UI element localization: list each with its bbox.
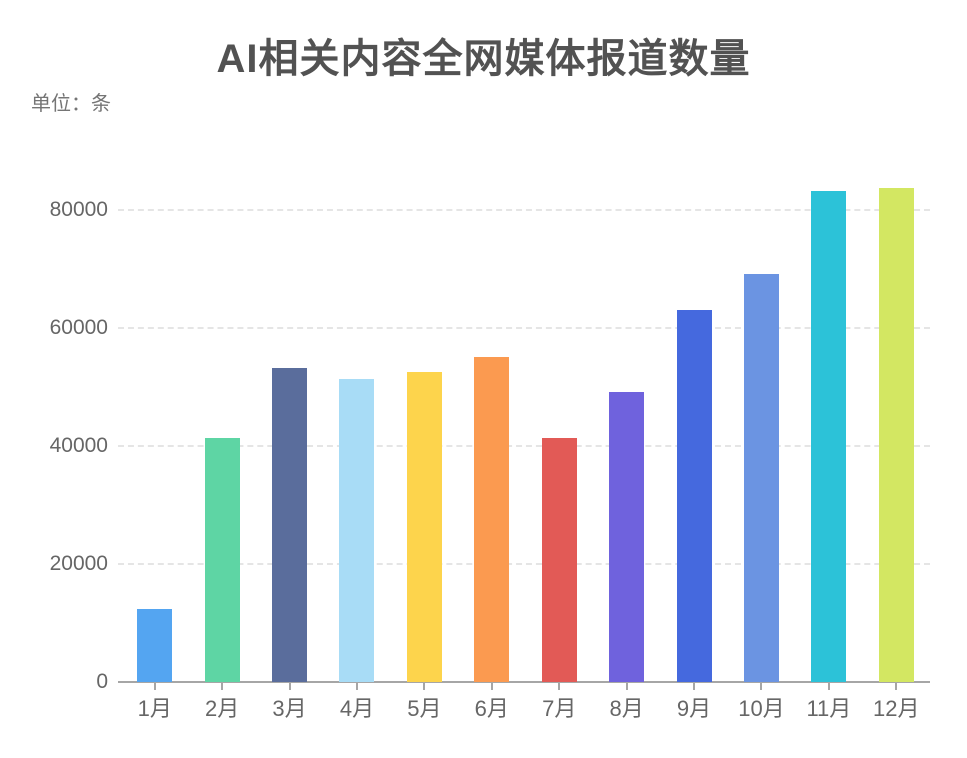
bar-month-10 [743,274,779,682]
x-axis-label-month-11: 11月 [806,696,852,721]
bar-month-9 [676,310,712,682]
chart-title: AI相关内容全网媒体报道数量 [216,37,751,81]
x-axis-tick [760,683,763,690]
x-axis-label-month-10: 10月 [738,696,785,721]
bar-month-5 [406,372,442,682]
x-axis-tick [221,683,224,690]
bar-month-12 [878,188,914,682]
y-axis-tick-label: 60000 [49,316,108,339]
x-axis-label-month-3: 3月 [272,696,307,721]
x-axis-tick [625,683,628,690]
x-axis-label-month-2: 2月 [205,696,240,721]
y-axis-tick-label: 20000 [49,552,108,575]
x-axis-tick [153,683,156,690]
x-axis-label-month-9: 9月 [676,696,712,721]
x-axis-tick [288,683,291,690]
gridline-40000 [118,445,930,447]
bar-month-7 [541,438,577,682]
unit-label: 单位：条 [31,93,111,115]
bar-month-11 [811,191,847,682]
y-axis-tick-label: 0 [96,670,108,693]
gridline-80000 [118,209,930,211]
x-axis-label-month-5: 5月 [407,696,442,721]
gridline-60000 [118,327,930,329]
y-axis-tick-label: 80000 [49,198,108,221]
x-axis-label-month-12: 12月 [873,696,920,721]
x-axis-tick [558,683,561,690]
x-axis-tick [827,683,830,690]
x-axis-label-month-7: 7月 [542,696,577,721]
y-axis-tick-label: 40000 [49,434,108,457]
bar-month-2 [204,438,240,682]
x-axis-tick [355,683,358,690]
x-axis-tick [490,683,493,690]
x-axis-label-month-8: 8月 [609,696,644,721]
x-axis-label-month-6: 6月 [474,696,509,721]
bar-month-1 [137,609,173,682]
bar-month-4 [339,379,375,682]
x-axis-tick [693,683,696,690]
x-axis-tick [423,683,426,690]
x-axis-tick [895,683,898,690]
x-axis-label-month-4: 4月 [339,696,375,721]
bar-month-6 [474,357,510,682]
gridline-20000 [118,563,930,565]
bar-month-8 [609,392,645,682]
x-axis-label-month-1: 1月 [137,696,172,721]
x-axis-line [118,681,930,683]
bar-month-3 [272,368,308,682]
